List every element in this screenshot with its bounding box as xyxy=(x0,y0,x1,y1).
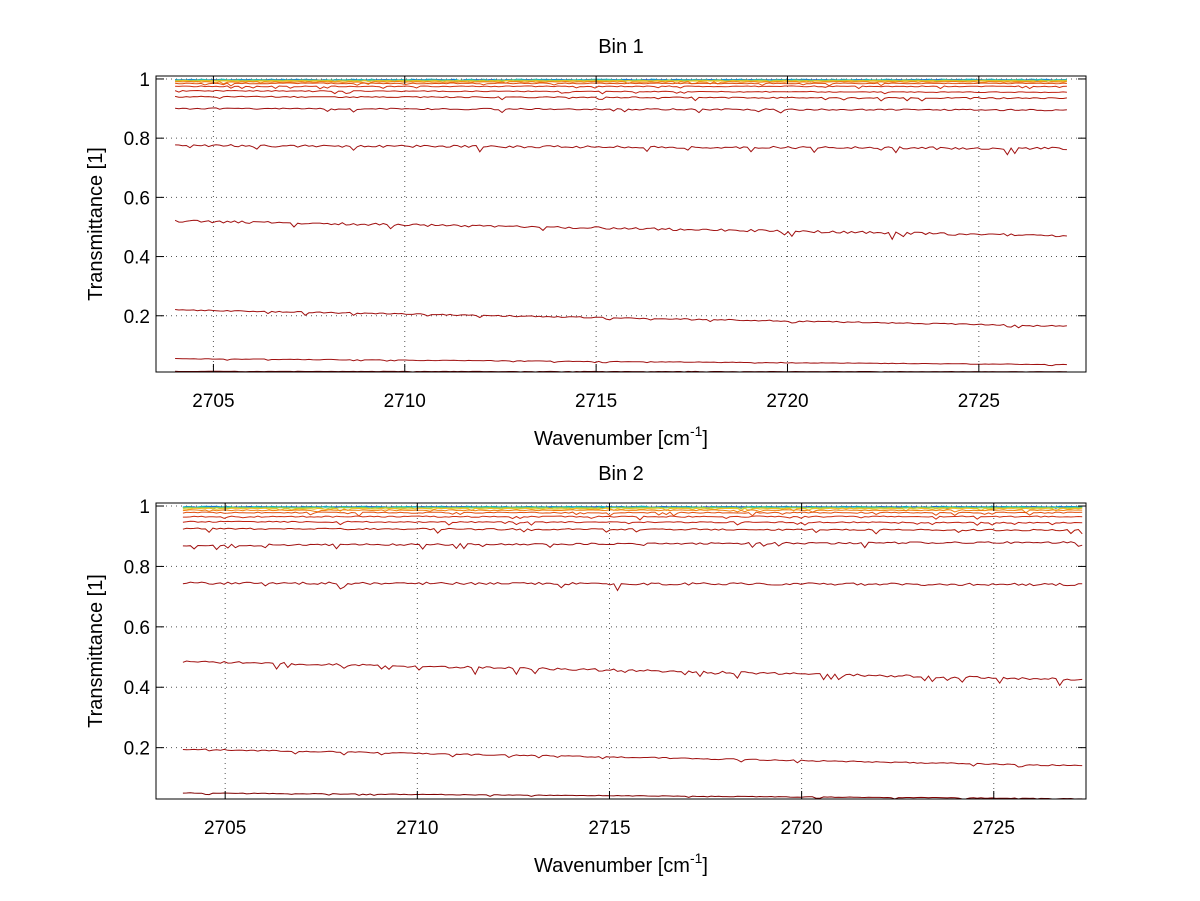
x-tick-label: 2705 xyxy=(192,391,234,412)
plot-1: 2705 2710 2715 2720 2725 0.2 0.4 0.6 0.8 1 Bin 1 Wa… xyxy=(85,36,1087,450)
series-line-9 xyxy=(182,520,1083,526)
series-line-10 xyxy=(174,95,1067,102)
series-line-12 xyxy=(175,144,1067,156)
axes-box xyxy=(155,502,1087,800)
x-tick-label: 2710 xyxy=(396,818,438,839)
series-line-14 xyxy=(175,309,1067,329)
x-axis-label-text: Wavenumber [cm xyxy=(534,855,690,877)
y-tick-label: 0.8 xyxy=(124,557,150,578)
series-line-8 xyxy=(182,515,1083,521)
x-axis-label-end: ] xyxy=(702,855,708,877)
x-tick-label: 2720 xyxy=(766,391,808,412)
series-line-12 xyxy=(182,581,1083,592)
series-line-11 xyxy=(175,107,1067,114)
x-tick-label: 2715 xyxy=(588,818,630,839)
axes-box xyxy=(155,75,1087,373)
series-line-14 xyxy=(182,748,1083,768)
series-line-13 xyxy=(174,219,1067,241)
series-line-5 xyxy=(175,80,1067,83)
y-tick-label: 0.2 xyxy=(124,307,150,328)
y-tick-label: 0.2 xyxy=(124,739,150,760)
series-line-7 xyxy=(182,511,1083,517)
y-axis-label: Transmittance [1] xyxy=(85,574,107,728)
y-tick-label: 0.4 xyxy=(124,248,151,269)
series-line-9 xyxy=(174,89,1067,95)
chart-title: Bin 1 xyxy=(598,36,644,58)
x-axis-label-superscript: -1 xyxy=(690,850,703,866)
series-line-6 xyxy=(182,509,1083,514)
series-line-3 xyxy=(182,506,1083,510)
y-axis-label: Transmittance [1] xyxy=(85,147,107,301)
y-tick-label: 0.4 xyxy=(124,678,151,699)
series-line-15 xyxy=(175,358,1067,367)
y-tick-label: 1 xyxy=(139,497,150,518)
x-tick-label: 2715 xyxy=(575,391,617,412)
y-tick-label: 0.8 xyxy=(124,129,150,150)
x-tick-label: 2725 xyxy=(973,818,1015,839)
x-axis-label-superscript: -1 xyxy=(690,423,703,439)
series-line-15 xyxy=(182,792,1083,800)
x-tick-label: 2710 xyxy=(384,391,426,412)
series-line-11 xyxy=(182,541,1083,551)
x-axis-label: Wavenumber [cm-1] xyxy=(534,423,708,450)
x-tick-label: 2705 xyxy=(204,818,246,839)
series-line-8 xyxy=(175,85,1067,90)
chart-title: Bin 2 xyxy=(598,463,644,485)
series-line-7 xyxy=(175,82,1067,87)
x-axis-label-text: Wavenumber [cm xyxy=(534,428,690,450)
series-line-4 xyxy=(182,506,1083,510)
x-tick-label: 2725 xyxy=(958,391,1000,412)
x-tick-label: 2720 xyxy=(780,818,822,839)
y-tick-label: 0.6 xyxy=(124,188,150,209)
y-tick-label: 1 xyxy=(139,70,150,91)
plot-2: 2705 2710 2715 2720 2725 0.2 0.4 0.6 0.8 1 Bin 2 Wa… xyxy=(85,463,1087,877)
series-line-13 xyxy=(182,660,1083,687)
x-axis-label: Wavenumber [cm-1] xyxy=(534,850,708,877)
series-line-10 xyxy=(182,527,1083,535)
series-line-6 xyxy=(175,80,1067,85)
x-axis-label-end: ] xyxy=(702,428,708,450)
y-tick-label: 0.6 xyxy=(124,618,150,639)
series-line-5 xyxy=(182,507,1083,512)
